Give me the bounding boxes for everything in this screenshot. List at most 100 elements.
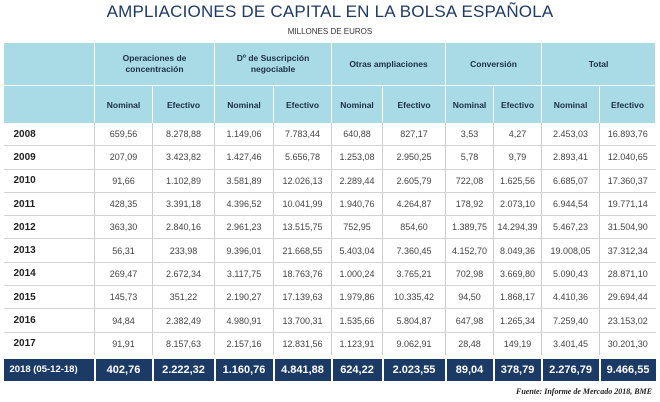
value-cell: 9.396,01 bbox=[214, 238, 274, 263]
value-cell: 1.160,76 bbox=[213, 358, 274, 381]
value-cell: 94,50 bbox=[445, 285, 494, 310]
value-cell: 8.278,88 bbox=[151, 123, 215, 147]
value-cell: 9.062,91 bbox=[382, 332, 446, 355]
value-cell: 207,09 bbox=[94, 145, 153, 170]
value-cell: 2.961,23 bbox=[214, 215, 274, 240]
value-cell: 2.023,55 bbox=[381, 358, 446, 381]
value-cell: 2.276,79 bbox=[540, 358, 600, 381]
value-cell: 91,91 bbox=[94, 332, 153, 355]
page-title: AMPLIACIONES DE CAPITAL EN LA BOLSA ESPA… bbox=[106, 2, 554, 21]
value-cell: 3,53 bbox=[445, 123, 494, 147]
value-cell: 1.149,06 bbox=[214, 123, 274, 147]
value-cell: 752,95 bbox=[331, 215, 383, 240]
value-cell: 19.008,05 bbox=[541, 238, 600, 263]
value-cell: 30.201,30 bbox=[599, 332, 656, 355]
subheader-nominal: Nominal bbox=[445, 85, 495, 123]
value-cell: 722,08 bbox=[445, 169, 494, 193]
subheader-nominal: Nominal bbox=[94, 85, 153, 123]
value-cell: 10.041,99 bbox=[273, 192, 332, 217]
year-cell: 2012 bbox=[3, 215, 95, 240]
value-cell: 1.868,17 bbox=[493, 285, 542, 310]
value-cell: 94,84 bbox=[94, 308, 153, 333]
header-corner-sub bbox=[3, 85, 95, 123]
year-cell: 2009 bbox=[3, 145, 95, 170]
value-cell: 2.605,79 bbox=[382, 169, 446, 193]
value-cell: 2.289,44 bbox=[331, 169, 383, 193]
value-cell: 1.535,66 bbox=[331, 308, 383, 333]
value-cell: 16.893,76 bbox=[599, 123, 656, 147]
subheader-nominal: Nominal bbox=[331, 85, 384, 123]
value-cell: 1.000,24 bbox=[331, 262, 383, 287]
value-cell: 7.783,44 bbox=[273, 123, 332, 147]
value-cell: 647,98 bbox=[445, 308, 494, 333]
value-cell: 1.389,75 bbox=[445, 215, 494, 240]
value-cell: 1.625,56 bbox=[493, 169, 542, 193]
value-cell: 17.139,63 bbox=[273, 285, 332, 310]
value-cell: 3.765,21 bbox=[382, 262, 446, 287]
value-cell: 3.423,82 bbox=[151, 145, 215, 170]
value-cell: 4.396,52 bbox=[214, 192, 274, 217]
value-cell: 402,76 bbox=[93, 358, 153, 381]
value-cell: 8.049,36 bbox=[493, 238, 542, 263]
group-header: Dº de Suscripción negociable bbox=[214, 43, 333, 86]
table-row: 2012 363,30 2.840,16 2.961,23 13.515,75 752,9… bbox=[3, 215, 656, 240]
value-cell: 2.157,16 bbox=[214, 332, 274, 355]
value-cell: 640,88 bbox=[331, 123, 383, 147]
value-cell: 3.581,89 bbox=[214, 169, 274, 193]
value-cell: 6.944,54 bbox=[541, 192, 600, 217]
table-row: 2008 659,56 8.278,88 1.149,06 7.783,44 640,88… bbox=[3, 123, 656, 147]
table-row: 2009 207,09 3.423,82 1.427,46 5.656,78 1.253,… bbox=[3, 145, 656, 170]
value-cell: 4.980,91 bbox=[214, 308, 274, 333]
value-cell: 2.950,25 bbox=[382, 145, 446, 170]
value-cell: 827,17 bbox=[382, 123, 446, 147]
table-row: 2017 91,91 8.157,63 2.157,16 12.831,56 1.123,… bbox=[4, 332, 656, 355]
value-cell: 5.403,04 bbox=[331, 238, 383, 263]
value-cell: 3.669,80 bbox=[493, 262, 542, 287]
value-cell: 14.294,39 bbox=[493, 215, 542, 240]
value-cell: 10.335,42 bbox=[382, 285, 446, 310]
value-cell: 9.466,55 bbox=[598, 358, 656, 381]
group-header: Operaciones de concentración bbox=[93, 43, 216, 86]
table-row: 2010 91,66 1.102,89 3.581,89 12.026,13 2.289,… bbox=[3, 169, 656, 193]
value-cell: 624,22 bbox=[330, 358, 383, 381]
value-cell: 9,79 bbox=[493, 145, 542, 170]
year-cell: 2013 bbox=[3, 238, 95, 263]
page-subtitle: MILLONES DE EUROS bbox=[287, 27, 373, 36]
value-cell: 28.871,10 bbox=[599, 262, 656, 287]
value-cell: 1.123,91 bbox=[331, 332, 383, 355]
value-cell: 12.026,13 bbox=[273, 169, 332, 193]
value-cell: 4,27 bbox=[493, 123, 542, 147]
value-cell: 2.453,03 bbox=[541, 123, 600, 147]
header-corner bbox=[3, 43, 95, 86]
table-row: 2014 269,47 2.672,34 3.117,75 18.763,76 1.000… bbox=[3, 262, 656, 287]
value-cell: 4.264,87 bbox=[382, 192, 446, 217]
value-cell: 1.102,89 bbox=[151, 169, 215, 193]
value-cell: 28,48 bbox=[445, 332, 494, 355]
value-cell: 5,78 bbox=[445, 145, 494, 170]
value-cell: 145,73 bbox=[94, 285, 153, 310]
value-cell: 233,98 bbox=[151, 238, 215, 263]
subheader-efectivo: Efectivo bbox=[493, 85, 543, 123]
table-row: 2015 145,73 351,22 2.190,27 17.139,63 1.979,8… bbox=[3, 285, 656, 310]
value-cell: 2.073,10 bbox=[493, 192, 542, 217]
value-cell: 659,56 bbox=[94, 123, 153, 147]
value-cell: 3.401,45 bbox=[541, 332, 600, 355]
value-cell: 21.668,55 bbox=[273, 238, 332, 263]
year-cell: 2018 (05-12-18) bbox=[3, 358, 95, 381]
value-cell: 428,35 bbox=[94, 192, 153, 217]
subheader-nominal: Nominal bbox=[541, 85, 601, 123]
subheader-efectivo: Efectivo bbox=[599, 85, 657, 123]
value-cell: 178,92 bbox=[445, 192, 494, 217]
value-cell: 2.840,16 bbox=[151, 215, 215, 240]
value-cell: 89,04 bbox=[444, 358, 494, 381]
value-cell: 8.157,63 bbox=[151, 332, 215, 355]
value-cell: 17.360,37 bbox=[599, 169, 656, 193]
capital-increases-table: Operaciones de concentración Dº de Suscri… bbox=[3, 43, 657, 381]
value-cell: 2.672,34 bbox=[151, 262, 215, 287]
value-cell: 12.831,56 bbox=[273, 332, 332, 355]
year-cell: 2011 bbox=[3, 192, 95, 217]
value-cell: 13.700,31 bbox=[273, 308, 332, 333]
value-cell: 1.940,76 bbox=[331, 192, 383, 217]
value-cell: 1.979,86 bbox=[331, 285, 383, 310]
group-header: Total bbox=[541, 43, 657, 86]
